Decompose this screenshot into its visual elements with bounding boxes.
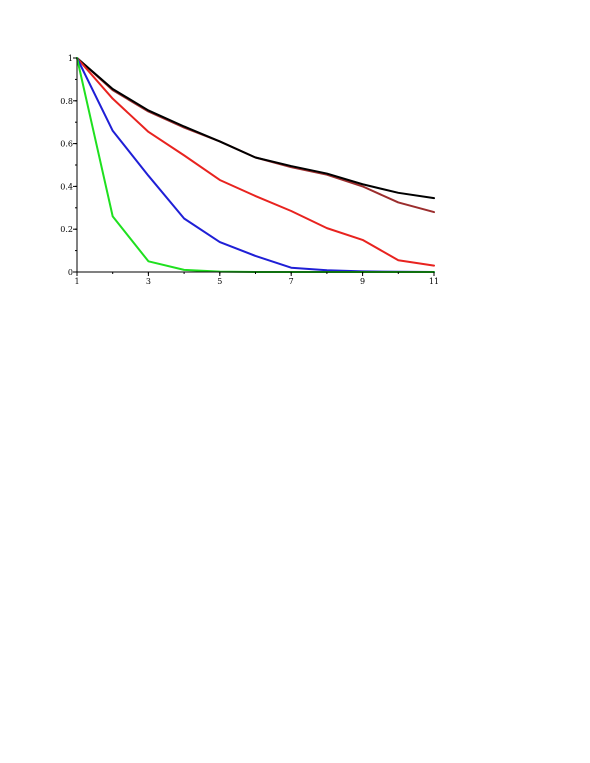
x-tick-label: 9: [360, 277, 365, 286]
x-tick-label: 7: [289, 277, 294, 286]
y-tick-label: 0.2: [60, 225, 73, 234]
series-layer: [76, 57, 435, 273]
ticks-layer: 00.20.40.60.811 3 5 7 9 11: [60, 54, 439, 286]
y-tick-label: 0: [68, 268, 73, 277]
series-line-3: [76, 57, 435, 267]
y-tick-label: 0.4: [60, 182, 73, 191]
y-tick-label: 0.6: [60, 140, 73, 149]
y-tick-label: 0.8: [60, 97, 73, 106]
series-line-2: [76, 57, 435, 200]
x-tick-label: 1: [74, 277, 79, 286]
x-tick-label: 3: [146, 277, 151, 286]
y-tick-label: 1: [68, 54, 73, 63]
x-tick-label: 11: [429, 277, 439, 286]
series-line-5: [76, 57, 435, 273]
x-tick-label: 5: [217, 277, 222, 286]
